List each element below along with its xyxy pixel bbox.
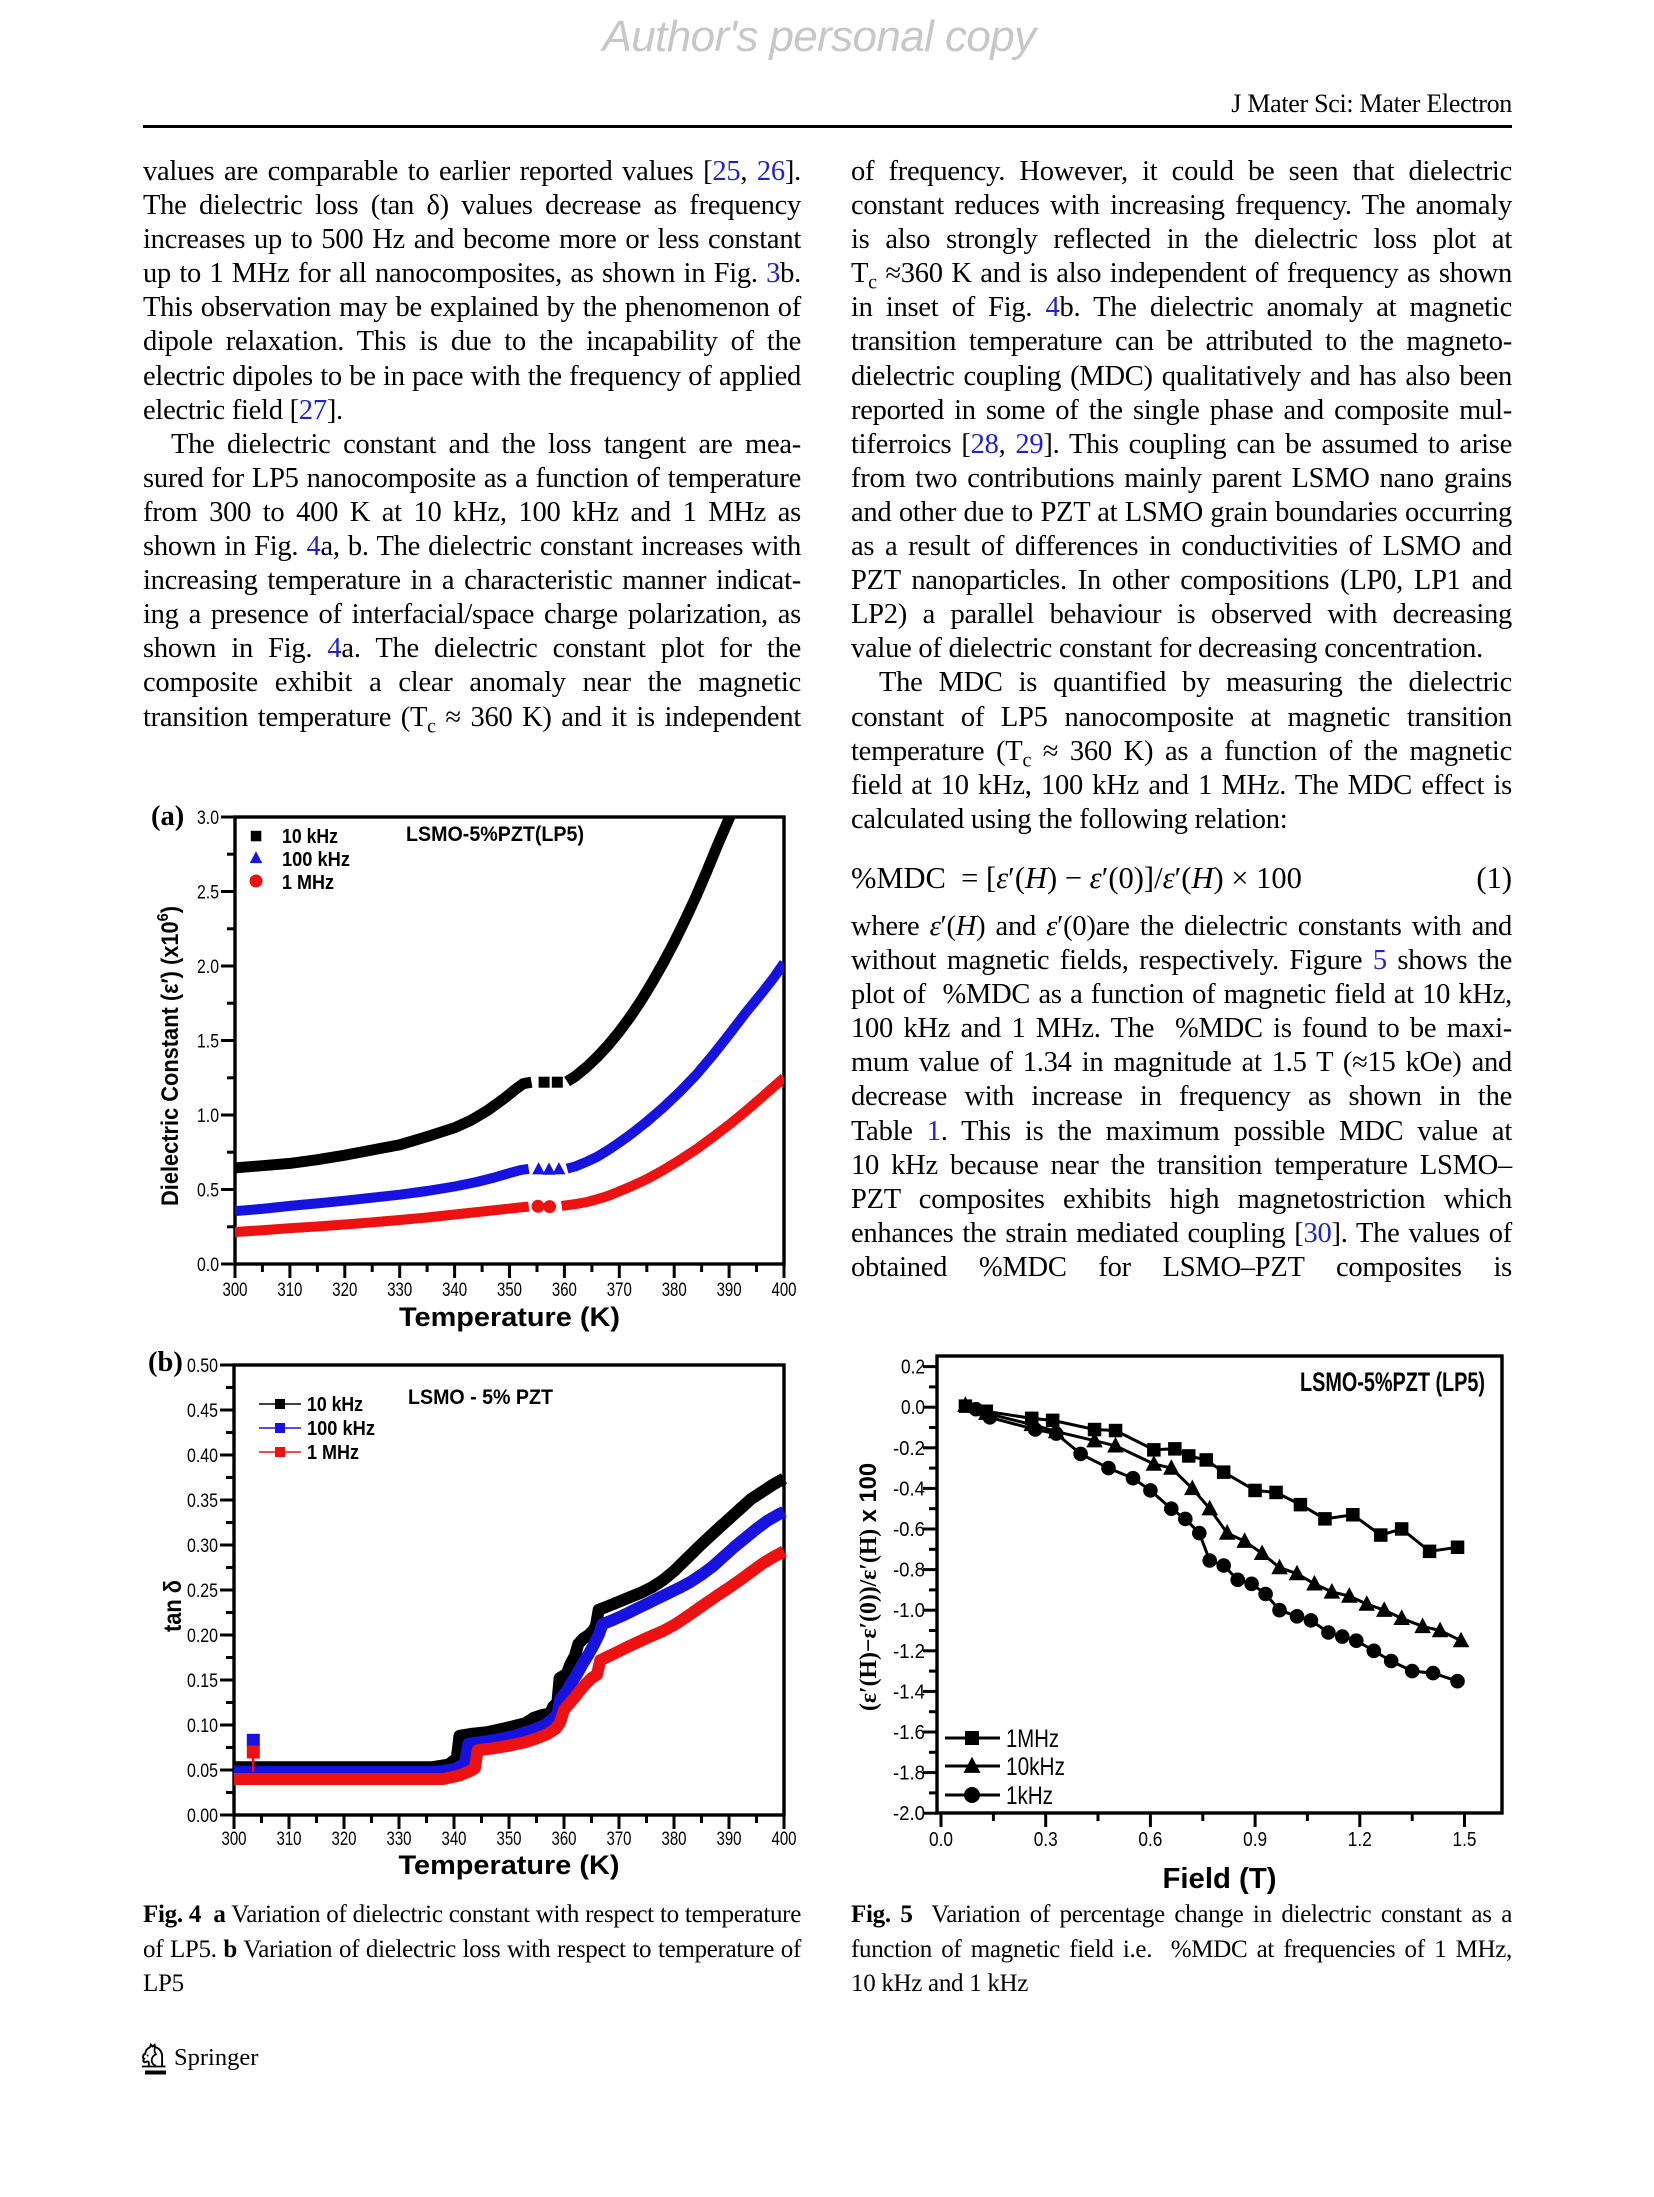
svg-text:300: 300	[222, 1829, 247, 1850]
svg-text:1kHz: 1kHz	[1006, 1782, 1053, 1810]
svg-text:0.20: 0.20	[187, 1626, 218, 1647]
svg-text:-1.0: -1.0	[893, 1600, 925, 1622]
svg-text:-0.4: -0.4	[893, 1478, 925, 1500]
svg-text:-2.0: -2.0	[893, 1803, 925, 1825]
svg-text:1.5: 1.5	[1453, 1829, 1477, 1851]
svg-text:330: 330	[387, 1829, 412, 1850]
svg-text:10 kHz: 10 kHz	[307, 1394, 363, 1416]
svg-text:1.2: 1.2	[1348, 1829, 1372, 1851]
svg-text:0.3: 0.3	[1034, 1829, 1058, 1851]
svg-text:370: 370	[607, 1829, 632, 1850]
svg-text:Dielectric Constant (ε′) (x106: Dielectric Constant (ε′) (x106)	[155, 906, 184, 1206]
svg-text:0.15: 0.15	[187, 1671, 218, 1692]
svg-text:0.6: 0.6	[1138, 1829, 1162, 1851]
svg-text:-0.8: -0.8	[893, 1560, 925, 1582]
svg-text:0.00: 0.00	[187, 1806, 218, 1827]
svg-text:360: 360	[552, 1280, 577, 1301]
svg-text:0.0: 0.0	[929, 1829, 953, 1851]
svg-text:-1.4: -1.4	[893, 1681, 925, 1703]
svg-text:1 MHz: 1 MHz	[282, 872, 334, 894]
svg-text:400: 400	[772, 1829, 797, 1850]
svg-text:390: 390	[717, 1280, 742, 1301]
svg-text:350: 350	[497, 1280, 522, 1301]
svg-text:0.50: 0.50	[187, 1356, 218, 1377]
svg-text:Temperature (K): Temperature (K)	[399, 1302, 620, 1332]
svg-text:0.0: 0.0	[197, 1255, 219, 1276]
svg-text:310: 310	[277, 1280, 302, 1301]
svg-text:LSMO-5%PZT(LP5): LSMO-5%PZT(LP5)	[406, 823, 584, 846]
svg-text:0.0: 0.0	[901, 1397, 925, 1419]
svg-text:350: 350	[497, 1829, 522, 1850]
svg-text:(ε′(H)−ε′(0))/ε′(H) x 100: (ε′(H)−ε′(0))/ε′(H) x 100	[855, 1463, 882, 1711]
svg-text:10 kHz: 10 kHz	[282, 826, 338, 848]
svg-text:-1.8: -1.8	[893, 1763, 925, 1785]
svg-text:-1.6: -1.6	[893, 1722, 925, 1744]
svg-text:320: 320	[332, 1280, 357, 1301]
svg-text:300: 300	[223, 1280, 248, 1301]
svg-text:100 kHz: 100 kHz	[282, 849, 350, 871]
svg-text:1.5: 1.5	[197, 1032, 219, 1053]
svg-text:370: 370	[607, 1280, 632, 1301]
svg-text:-0.2: -0.2	[893, 1438, 925, 1460]
svg-text:2.5: 2.5	[197, 883, 219, 904]
svg-text:1.0: 1.0	[197, 1106, 219, 1127]
svg-text:390: 390	[717, 1829, 742, 1850]
svg-text:1 MHz: 1 MHz	[307, 1442, 359, 1464]
svg-text:310: 310	[277, 1829, 302, 1850]
svg-text:2.0: 2.0	[197, 957, 219, 978]
svg-text:400: 400	[772, 1280, 797, 1301]
svg-text:320: 320	[332, 1829, 357, 1850]
svg-text:tan δ: tan δ	[159, 1580, 187, 1632]
svg-text:0.25: 0.25	[187, 1581, 218, 1602]
svg-text:0.45: 0.45	[187, 1401, 218, 1422]
svg-text:340: 340	[442, 1280, 467, 1301]
svg-text:1MHz: 1MHz	[1006, 1725, 1059, 1753]
svg-text:100 kHz: 100 kHz	[307, 1418, 375, 1440]
svg-text:380: 380	[662, 1280, 687, 1301]
svg-text:0.30: 0.30	[187, 1536, 218, 1557]
svg-text:Field (T): Field (T)	[1163, 1863, 1277, 1895]
svg-text:-1.2: -1.2	[893, 1641, 925, 1663]
svg-text:0.5: 0.5	[197, 1181, 219, 1202]
svg-text:380: 380	[662, 1829, 687, 1850]
svg-text:3.0: 3.0	[197, 808, 219, 829]
svg-text:LSMO-5%PZT (LP5): LSMO-5%PZT (LP5)	[1300, 1367, 1485, 1397]
svg-text:0.9: 0.9	[1243, 1829, 1267, 1851]
svg-text:330: 330	[387, 1280, 412, 1301]
svg-text:0.40: 0.40	[187, 1446, 218, 1467]
svg-text:0.10: 0.10	[187, 1716, 218, 1737]
svg-text:360: 360	[552, 1829, 577, 1850]
svg-text:LSMO - 5% PZT: LSMO - 5% PZT	[408, 1386, 553, 1409]
svg-text:10kHz: 10kHz	[1006, 1753, 1065, 1781]
svg-text:0.35: 0.35	[187, 1491, 218, 1512]
svg-text:Temperature (K): Temperature (K)	[399, 1850, 620, 1880]
svg-text:0.05: 0.05	[187, 1761, 218, 1782]
svg-text:-0.6: -0.6	[893, 1519, 925, 1541]
svg-text:340: 340	[442, 1829, 467, 1850]
svg-text:0.2: 0.2	[901, 1357, 925, 1379]
